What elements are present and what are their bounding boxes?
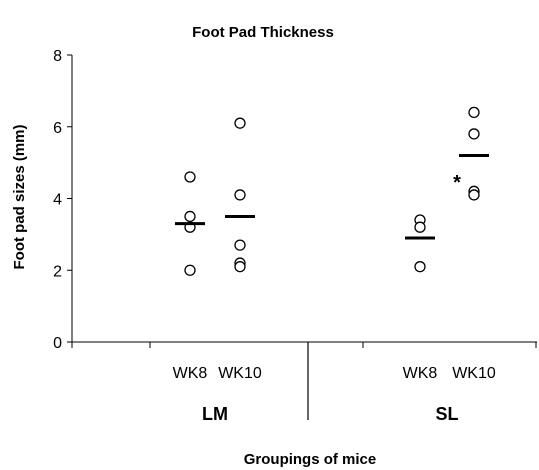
y-tick-label: 6 bbox=[53, 120, 62, 137]
chart-title: Foot Pad Thickness bbox=[192, 24, 334, 41]
y-tick-label: 4 bbox=[53, 192, 62, 209]
data-point bbox=[468, 189, 480, 201]
data-point bbox=[468, 128, 480, 140]
data-point bbox=[234, 117, 246, 129]
group-label: LM bbox=[202, 404, 228, 424]
significance-annotation: * bbox=[453, 172, 461, 194]
y-tick-label: 2 bbox=[53, 263, 62, 280]
data-point bbox=[414, 261, 426, 273]
data-point bbox=[184, 210, 196, 223]
data-point bbox=[414, 221, 426, 233]
data-marks: * bbox=[175, 106, 489, 276]
data-point bbox=[234, 261, 246, 273]
data-point bbox=[184, 264, 196, 276]
data-point bbox=[234, 189, 246, 201]
data-point bbox=[184, 171, 196, 183]
group-label: SL bbox=[435, 404, 458, 424]
y-axis: 0 2 4 6 8 bbox=[53, 48, 73, 352]
category-label: WK10 bbox=[218, 365, 262, 382]
x-axis-title: Groupings of mice bbox=[244, 451, 377, 468]
data-point bbox=[468, 106, 480, 119]
category-label: WK8 bbox=[403, 365, 438, 382]
category-label: WK10 bbox=[452, 365, 496, 382]
y-tick-label: 0 bbox=[53, 335, 62, 352]
y-tick-label: 8 bbox=[53, 48, 62, 65]
category-label: WK8 bbox=[173, 365, 208, 382]
y-axis-title: Foot pad sizes (mm) bbox=[11, 124, 28, 269]
data-point bbox=[234, 239, 246, 251]
x-axis: WK8 WK10 WK8 WK10 LM SL bbox=[71, 341, 537, 424]
